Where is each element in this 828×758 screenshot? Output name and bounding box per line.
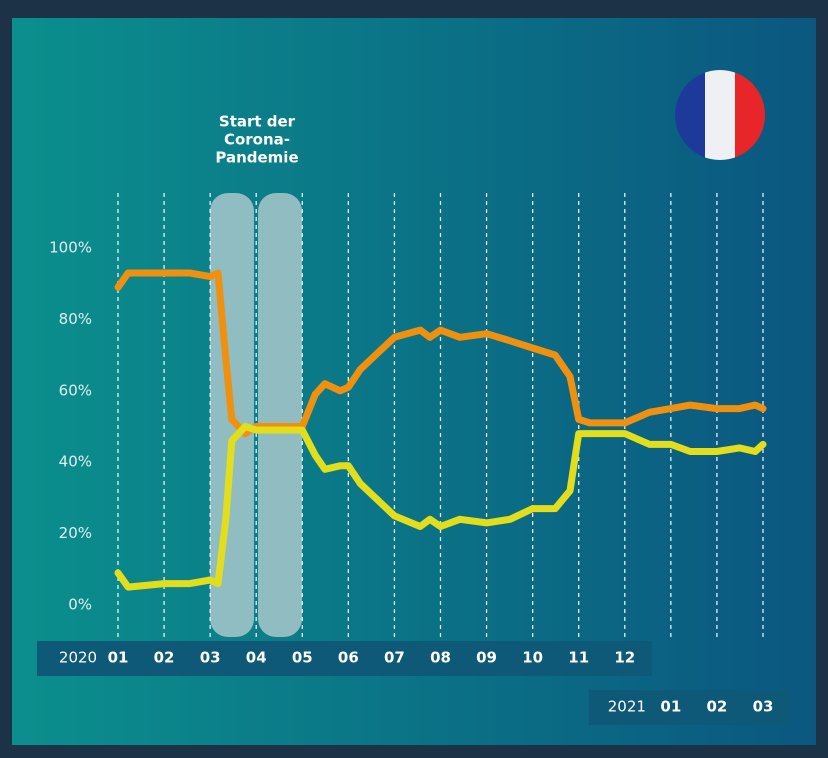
x-tick-label: 01 <box>108 649 129 667</box>
y-tick-label: 60% <box>59 381 92 399</box>
x-tick-label: 09 <box>476 649 497 667</box>
y-tick-label: 20% <box>59 524 92 542</box>
x-tick-label: 08 <box>430 649 451 667</box>
x-axis-bar <box>588 690 790 725</box>
annotation-line: Start der <box>219 113 296 131</box>
x-tick-label: 12 <box>614 649 635 667</box>
series-line <box>114 423 767 591</box>
annotation-line: Corona- <box>224 131 290 149</box>
y-tick-label: 100% <box>49 239 92 257</box>
y-tick-label: 40% <box>59 453 92 471</box>
x-tick-label: 07 <box>384 649 405 667</box>
x-tick-label: 02 <box>154 649 175 667</box>
x-tick-label: 03 <box>200 649 221 667</box>
x-axis-bar <box>37 641 652 676</box>
annotation-line: Pandemie <box>215 149 298 167</box>
y-tick-label: 0% <box>68 596 92 614</box>
highlight-band <box>258 193 302 637</box>
flag-france <box>675 70 765 160</box>
x-tick-label: 10 <box>522 649 543 667</box>
year-label: 2021 <box>608 698 646 716</box>
series-line <box>114 269 767 438</box>
x-tick-label: 11 <box>568 649 589 667</box>
x-tick-label: 04 <box>246 649 267 667</box>
x-tick-label: 01 <box>660 698 681 716</box>
panel <box>12 18 816 745</box>
y-tick-label: 80% <box>59 310 92 328</box>
x-tick-label: 03 <box>753 698 774 716</box>
year-label: 2020 <box>59 649 97 667</box>
x-tick-label: 02 <box>706 698 727 716</box>
x-tick-label: 05 <box>292 649 313 667</box>
x-tick-label: 06 <box>338 649 359 667</box>
